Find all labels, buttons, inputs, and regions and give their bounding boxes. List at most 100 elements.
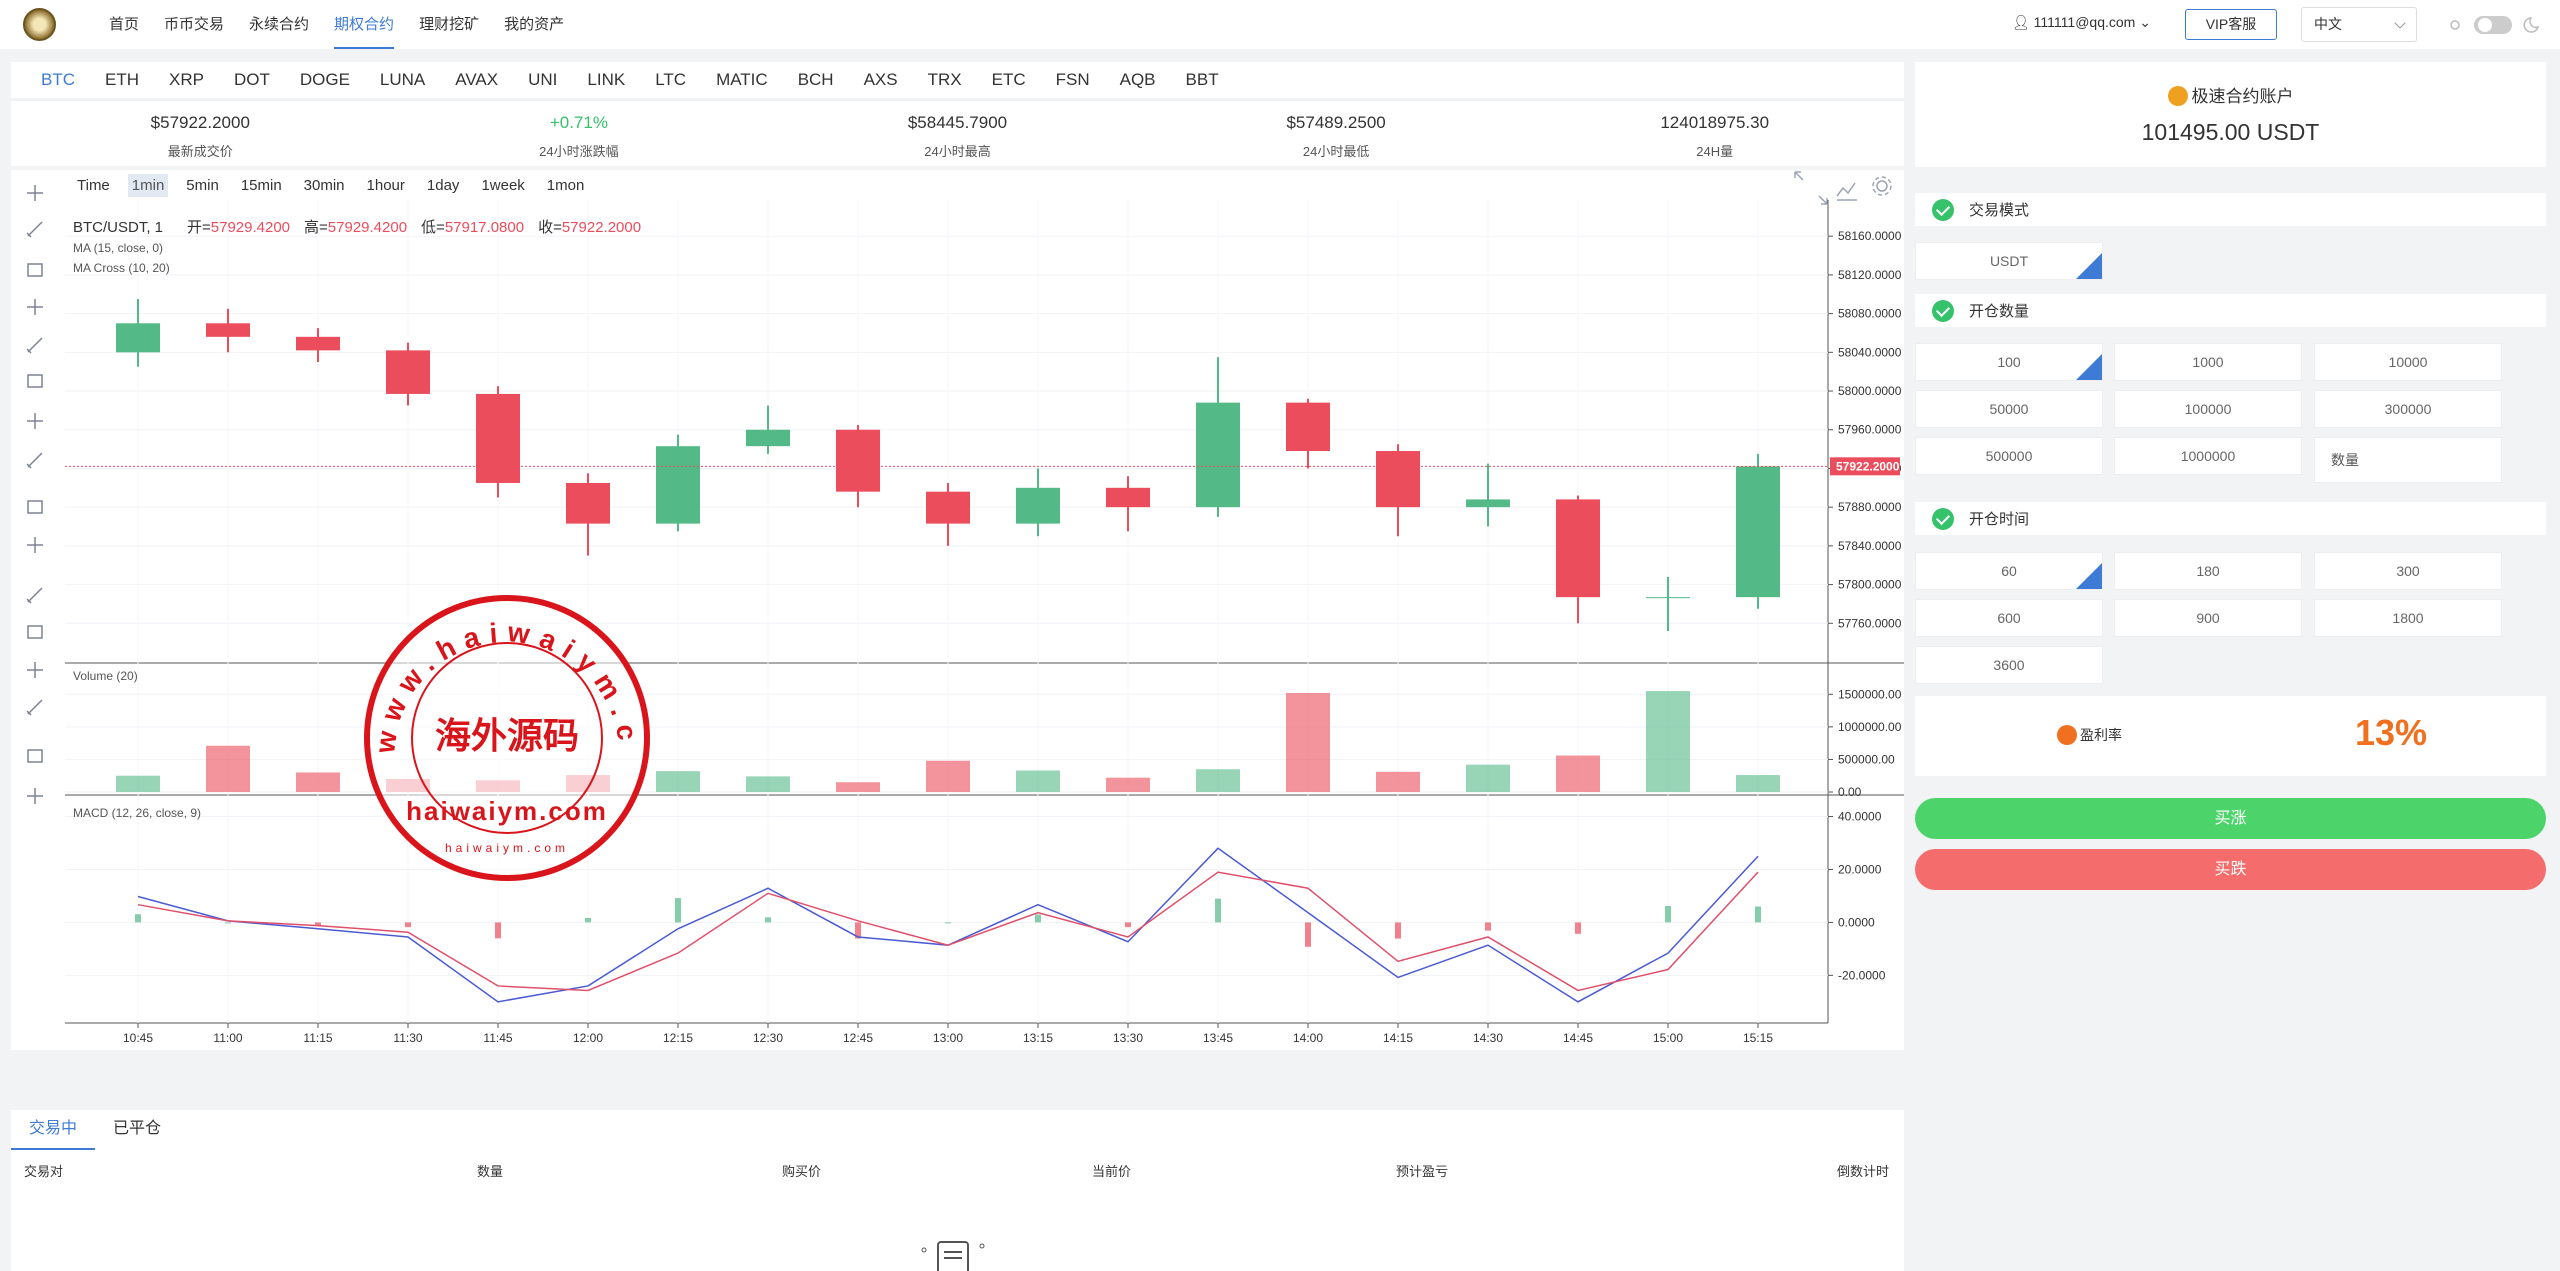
volume-bar	[1016, 770, 1060, 792]
nav-link[interactable]: 理财挖矿	[419, 16, 480, 33]
drawing-tool[interactable]	[27, 185, 43, 201]
ohlc-label: 收=	[538, 219, 562, 236]
time-option[interactable]: 60	[1915, 552, 2103, 590]
drawing-tool[interactable]	[26, 221, 43, 238]
time-option[interactable]: 600	[1915, 599, 2103, 637]
drawing-tool[interactable]	[26, 587, 43, 604]
drawing-tool[interactable]	[27, 662, 43, 678]
drawing-tool[interactable]	[26, 337, 43, 354]
drawing-tool[interactable]	[27, 537, 43, 553]
drawing-tool[interactable]	[27, 263, 43, 277]
macd-histogram	[315, 922, 321, 926]
coin-tab[interactable]: BTC	[41, 70, 75, 89]
time-option[interactable]: 3600	[1915, 646, 2103, 684]
stat-label: 24H量	[1696, 144, 1734, 159]
buy-down-button[interactable]: 买跌	[1915, 849, 2546, 890]
interval-tab[interactable]: 1day	[426, 177, 460, 194]
nav-link[interactable]: 期权合约	[334, 0, 395, 49]
interval-tab[interactable]: Time	[77, 177, 110, 194]
qty-option[interactable]: 1000	[2114, 343, 2302, 381]
qty-option[interactable]: 100000	[2114, 390, 2302, 428]
coin-tab[interactable]: ETH	[105, 70, 139, 89]
profit-box: 盈利率 13%	[1915, 696, 2546, 776]
nav-link[interactable]: 我的资产	[504, 16, 565, 33]
nav-link[interactable]: 永续合约	[249, 16, 310, 33]
coin-tab[interactable]: BBT	[1185, 70, 1219, 89]
order-tab[interactable]: 已平仓	[113, 1120, 162, 1137]
candle-body	[1466, 499, 1510, 508]
coin-tab[interactable]: DOGE	[299, 70, 350, 89]
coin-tab[interactable]: XRP	[169, 70, 204, 89]
coin-tab[interactable]: LUNA	[379, 70, 426, 89]
drawing-tool[interactable]	[26, 452, 43, 469]
order-tab[interactable]: 交易中	[11, 1110, 96, 1150]
macd-histogram	[855, 922, 861, 939]
coin-tab[interactable]: UNI	[528, 70, 558, 89]
coin-tab[interactable]: LINK	[587, 70, 626, 89]
time-option[interactable]: 900	[2114, 599, 2302, 637]
nav-link[interactable]: 币币交易	[164, 16, 225, 33]
volume-bar	[836, 782, 880, 792]
stat-label: 24小时最低	[1302, 144, 1370, 159]
qty-option[interactable]: 500000	[1915, 437, 2103, 475]
chart-tools[interactable]	[1794, 171, 1892, 205]
drawing-tool[interactable]	[27, 413, 43, 429]
qty-option[interactable]: 1000000	[2114, 437, 2302, 475]
logo[interactable]	[23, 8, 56, 41]
macd-histogram	[1575, 922, 1581, 934]
theme-switch[interactable]	[2445, 12, 2545, 38]
coin-tab[interactable]: AXS	[863, 70, 898, 89]
candle-body	[1376, 451, 1420, 508]
coin-tab[interactable]: ETC	[991, 70, 1026, 89]
drawing-tool[interactable]	[27, 500, 43, 514]
tool-glyph	[26, 699, 43, 716]
profit-label-row: 盈利率	[2057, 725, 2122, 745]
drawing-tool[interactable]	[27, 625, 43, 639]
time-option[interactable]: 180	[2114, 552, 2302, 590]
y-tick-label: 20.0000	[1838, 862, 1882, 876]
symbol: BTC/USDT, 1	[73, 219, 163, 236]
macd-histogram	[135, 914, 141, 923]
coin-tab[interactable]: FSN	[1055, 70, 1090, 89]
account-title-row: 极速合约账户	[1915, 82, 2546, 107]
mode-option[interactable]: USDT	[1915, 242, 2103, 280]
y-tick-label: 0.0000	[1838, 915, 1875, 929]
drawing-tool[interactable]	[26, 699, 43, 716]
interval-tab[interactable]: 30min	[303, 177, 345, 194]
qty-option[interactable]: 50000	[1915, 390, 2103, 428]
coin-tab[interactable]: LTC	[655, 70, 687, 89]
time-option[interactable]: 1800	[2314, 599, 2502, 637]
interval-tab[interactable]: 1min	[127, 174, 169, 197]
y-tick-label: 57800.0000	[1838, 578, 1902, 592]
service-button[interactable]: VIP客服	[2185, 9, 2277, 40]
interval-tab[interactable]: 5min	[186, 177, 219, 194]
drawing-tool[interactable]	[27, 374, 43, 388]
coin-tab[interactable]: AVAX	[455, 70, 499, 89]
ma-label: MA (15, close, 0)	[73, 241, 163, 255]
user-menu[interactable]: 👤︎ 111111@qq.com ⌄	[2012, 14, 2151, 30]
buy-up-button[interactable]: 买涨	[1915, 798, 2546, 839]
coin-tab[interactable]: AQB	[1119, 70, 1156, 89]
interval-tab[interactable]: 1hour	[366, 177, 405, 194]
interval-tab[interactable]: 15min	[240, 177, 282, 194]
nav-link[interactable]: 首页	[109, 16, 140, 33]
interval-tab[interactable]: 1week	[481, 177, 525, 194]
y-tick-label: 57880.0000	[1838, 500, 1902, 514]
drawing-tool[interactable]	[27, 299, 43, 315]
drawing-tool[interactable]	[27, 749, 43, 763]
qty-input[interactable]: 数量	[2314, 437, 2502, 483]
tool-glyph	[26, 337, 43, 354]
stat-value: +0.71%	[549, 113, 608, 132]
drawing-tool[interactable]	[27, 788, 43, 804]
coin-tab[interactable]: MATIC	[716, 70, 768, 89]
interval-tab[interactable]: 1mon	[546, 177, 585, 194]
macd-histogram	[1215, 898, 1221, 923]
qty-option[interactable]: 100	[1915, 343, 2103, 381]
coin-tab[interactable]: DOT	[233, 70, 270, 89]
coin-tab[interactable]: TRX	[927, 70, 962, 89]
language-select[interactable]: 中文	[2301, 7, 2417, 42]
coin-tab[interactable]: BCH	[797, 70, 834, 89]
time-option[interactable]: 300	[2314, 552, 2502, 590]
qty-option[interactable]: 300000	[2314, 390, 2502, 428]
qty-option[interactable]: 10000	[2314, 343, 2502, 381]
